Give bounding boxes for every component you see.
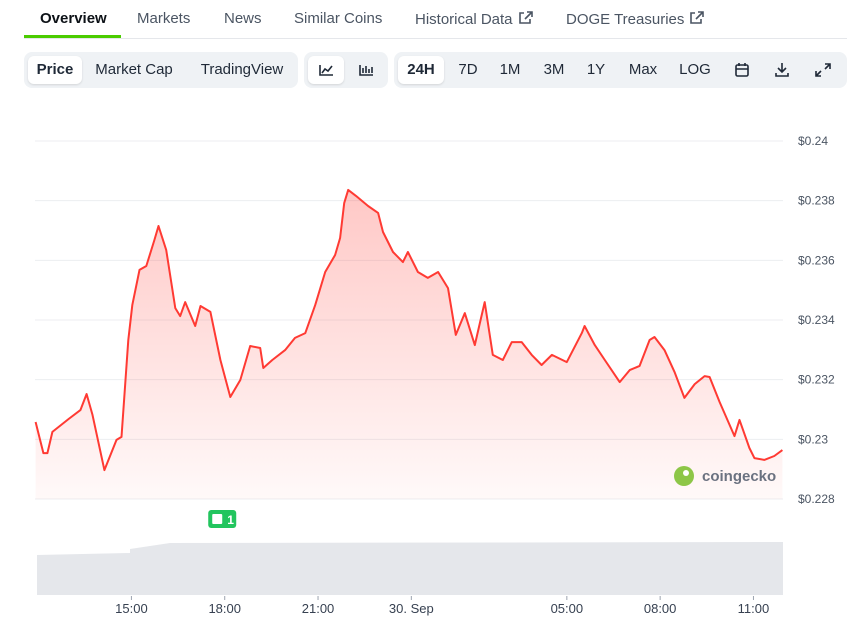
x-tick-label: 15:00	[115, 601, 148, 616]
expand-icon	[815, 63, 831, 77]
range-button[interactable]: 3M	[543, 61, 565, 78]
tab-bar: Overview Markets News Similar Coins Historic…	[24, 0, 847, 39]
download-icon	[775, 63, 789, 77]
line-icon	[319, 65, 333, 76]
tab[interactable]: Similar Coins	[294, 10, 383, 27]
price-area	[35, 189, 783, 499]
range-button[interactable]: 7D	[458, 61, 478, 78]
x-tick-label: 11:00	[738, 601, 770, 616]
x-tick-label: 21:00	[302, 601, 335, 616]
view-button[interactable]: Market Cap	[95, 61, 173, 78]
chart-style-group	[304, 52, 388, 88]
active-tab-indicator	[24, 35, 121, 38]
y-tick-label: $0.238	[798, 194, 835, 208]
y-tick-label: $0.24	[798, 134, 828, 148]
tab[interactable]: Markets	[137, 10, 191, 27]
event-count: 1	[227, 513, 234, 527]
y-tick-label: $0.23	[798, 432, 828, 446]
tab[interactable]: News	[224, 10, 262, 27]
external-link-icon	[518, 11, 533, 24]
range-button[interactable]: LOG	[679, 61, 711, 78]
tab[interactable]: Historical Data	[415, 10, 534, 28]
price-line	[34, 188, 783, 472]
event-badge	[208, 510, 237, 528]
y-tick-label: $0.232	[798, 373, 835, 387]
watermark-text: coingecko	[702, 468, 776, 485]
line-chart-button[interactable]	[308, 56, 344, 84]
watermark: coingecko	[674, 466, 776, 486]
y-tick-label: $0.228	[798, 492, 835, 506]
x-tick-label: 05:00	[551, 601, 584, 616]
calendar-button[interactable]	[727, 56, 757, 84]
calendar-icon	[735, 63, 749, 77]
candle-icon	[359, 65, 373, 76]
external-link-icon	[690, 11, 705, 24]
range-button[interactable]: Max	[628, 61, 658, 78]
range-group: 24H 7D 1M 3M 1Y Max LOG	[394, 52, 847, 88]
view-button[interactable]: Price	[28, 56, 82, 84]
view-group: Price Market Cap TradingView	[24, 52, 298, 88]
candle-chart-button[interactable]	[348, 56, 384, 84]
y-tick-label: $0.234	[798, 313, 835, 327]
event-icon	[212, 514, 223, 524]
tab[interactable]: DOGE Treasuries	[566, 10, 705, 28]
x-tick-label: 08:00	[644, 601, 677, 616]
range-button[interactable]: 1Y	[586, 61, 606, 78]
download-button[interactable]	[767, 56, 797, 84]
range-button[interactable]: 1M	[499, 61, 521, 78]
tab[interactable]: Overview	[40, 10, 107, 27]
event-marker: 1	[208, 510, 237, 528]
volume-area	[37, 542, 783, 595]
range-button[interactable]: 24H	[398, 56, 444, 84]
x-tick-label: 30. Sep	[389, 601, 434, 616]
y-tick-label: $0.236	[798, 253, 835, 267]
fullscreen-button[interactable]	[808, 56, 838, 84]
view-button[interactable]: TradingView	[200, 61, 284, 78]
x-tick-label: 18:00	[208, 601, 241, 616]
